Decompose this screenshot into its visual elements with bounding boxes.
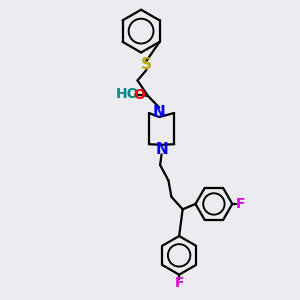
- Text: N: N: [155, 142, 168, 157]
- Text: HO: HO: [116, 87, 140, 101]
- Text: O: O: [134, 88, 146, 102]
- Text: F: F: [236, 197, 245, 211]
- Text: S: S: [141, 58, 152, 73]
- Text: F: F: [174, 276, 184, 290]
- Text: N: N: [153, 105, 166, 120]
